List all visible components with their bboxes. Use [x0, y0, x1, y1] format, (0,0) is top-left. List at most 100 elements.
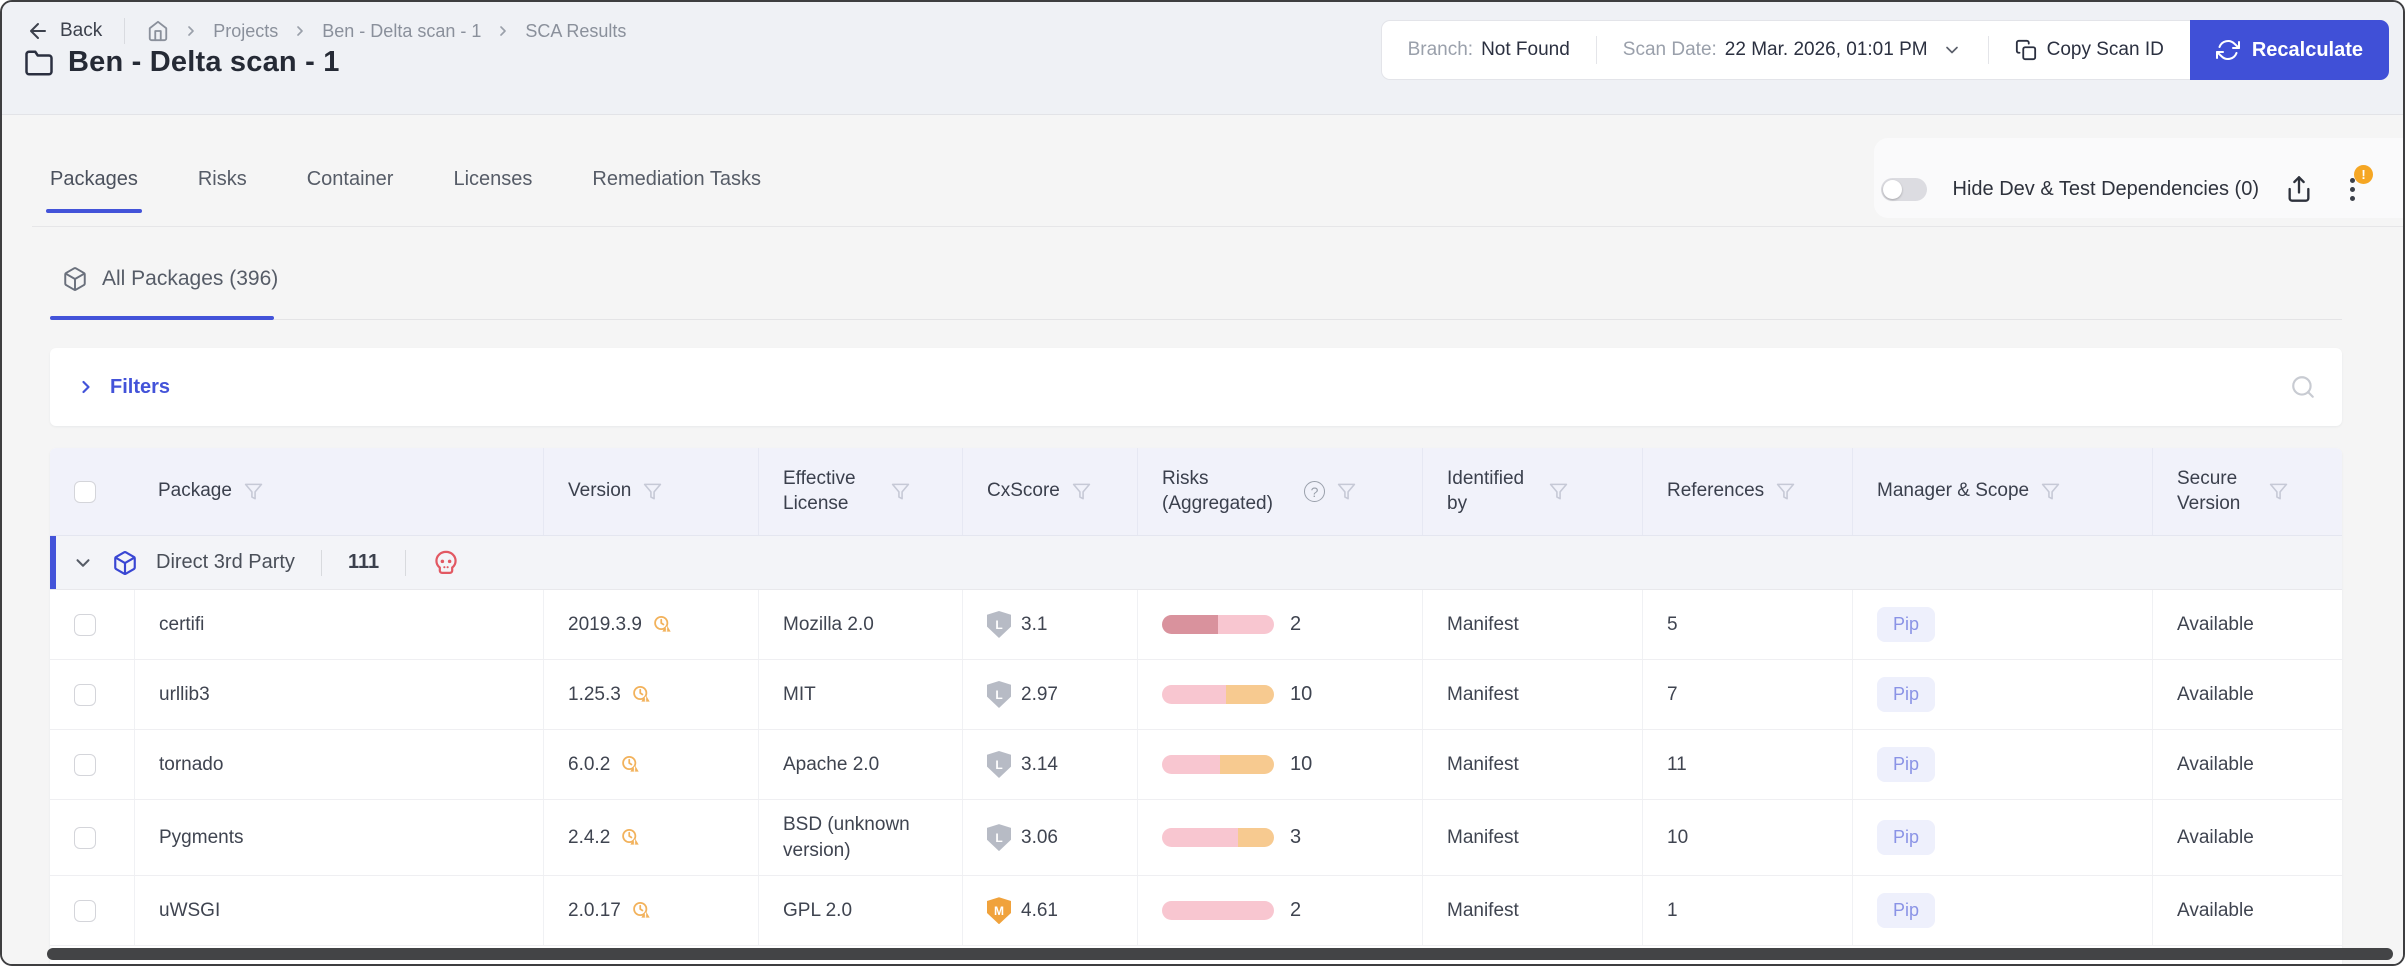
malicious-packages-icon	[435, 550, 457, 574]
alert-badge: !	[2354, 165, 2373, 184]
filter-funnel-icon[interactable]	[2269, 482, 2288, 501]
column-header-cxscore[interactable]: CxScore	[962, 448, 1137, 535]
filter-funnel-icon[interactable]	[2041, 482, 2060, 501]
secure-version-cell: Available	[2152, 660, 2342, 729]
risk-count: 2	[1290, 899, 1302, 922]
table-row[interactable]: urllib3 1.25.3 MIT L 2.97 10 Manifest 7 …	[50, 660, 2342, 730]
tab-risks[interactable]: Risks	[197, 168, 247, 190]
package-name[interactable]: tornado	[159, 753, 224, 775]
filter-funnel-icon[interactable]	[1776, 482, 1795, 501]
manager-chip[interactable]: Pip	[1877, 747, 1936, 782]
breadcrumb-sca-results[interactable]: SCA Results	[525, 20, 627, 41]
recalculate-button[interactable]: Recalculate	[2189, 20, 2389, 80]
breadcrumb-project-name[interactable]: Ben - Delta scan - 1	[322, 20, 482, 41]
column-header-version[interactable]: Version	[543, 448, 758, 535]
risk-bar-segment	[1220, 755, 1274, 774]
filter-funnel-icon[interactable]	[1337, 482, 1356, 501]
package-version: 2019.3.9	[568, 613, 642, 635]
risk-bar[interactable]	[1162, 685, 1274, 704]
export-button[interactable]	[2285, 175, 2313, 203]
tab-licenses[interactable]: Licenses	[453, 168, 533, 190]
cxscore-cell: L 2.97	[962, 660, 1137, 729]
risk-bar[interactable]	[1162, 755, 1274, 774]
column-header-package[interactable]: Package	[134, 448, 543, 535]
identified-by-cell: Manifest	[1422, 660, 1642, 729]
table-row[interactable]: uWSGI 2.0.17 GPL 2.0 M 4.61 2 Manifest 1…	[50, 876, 2342, 947]
filter-funnel-icon[interactable]	[244, 482, 263, 501]
manager-chip[interactable]: Pip	[1877, 820, 1936, 856]
table-row[interactable]: certifi 2019.3.9 Mozilla 2.0 L 3.1 2 Man…	[50, 590, 2342, 660]
back-button[interactable]: Back	[26, 19, 102, 43]
collapse-chevron-icon[interactable]	[72, 552, 94, 574]
row-checkbox[interactable]	[74, 613, 96, 636]
column-header-identified-by[interactable]: Identified by	[1422, 448, 1642, 535]
subtab-all-packages[interactable]: All Packages (396)	[62, 266, 278, 292]
risk-bar[interactable]	[1162, 901, 1274, 921]
filters-expand-button[interactable]: Filters	[76, 376, 170, 399]
column-header-manager-scope[interactable]: Manager & Scope	[1852, 448, 2152, 535]
filter-funnel-icon[interactable]	[1549, 482, 1568, 501]
tab-remediation-tasks[interactable]: Remediation Tasks	[592, 168, 761, 190]
row-select-cell	[50, 590, 134, 659]
scan-date-value: 22 Mar. 2026, 01:01 PM	[1724, 39, 1928, 60]
table-body: certifi 2019.3.9 Mozilla 2.0 L 3.1 2 Man…	[50, 590, 2342, 947]
chevron-right-icon	[292, 23, 308, 39]
tab-packages[interactable]: Packages	[46, 168, 142, 213]
manager-chip[interactable]: Pip	[1877, 893, 1936, 929]
header-select-all	[50, 448, 134, 535]
row-checkbox[interactable]	[74, 753, 96, 776]
risk-bar[interactable]	[1162, 828, 1274, 848]
row-checkbox[interactable]	[74, 826, 96, 849]
breadcrumb-projects[interactable]: Projects	[213, 20, 279, 41]
manager-chip[interactable]: Pip	[1877, 677, 1936, 712]
tab-container[interactable]: Container	[306, 168, 394, 190]
branch-info: Branch: Not Found	[1382, 39, 1596, 61]
table-row[interactable]: Pygments 2.4.2 BSD (unknown version) L 3…	[50, 800, 2342, 877]
copy-scan-id-button[interactable]: Copy Scan ID	[1989, 39, 2190, 61]
page-title: Ben - Delta scan - 1	[68, 46, 340, 78]
home-icon[interactable]	[147, 20, 169, 42]
risks-help-icon[interactable]: ?	[1304, 481, 1325, 502]
package-name[interactable]: uWSGI	[159, 899, 221, 921]
risk-bar-segment	[1218, 615, 1274, 634]
table-header-row: Package Version Effective License CxScor…	[50, 448, 2342, 536]
risk-bar[interactable]	[1162, 615, 1274, 634]
hide-dev-toggle[interactable]	[1880, 177, 1927, 201]
group-row-direct-3rd-party[interactable]: Direct 3rd Party 111	[50, 536, 2342, 590]
row-checkbox[interactable]	[74, 683, 96, 706]
table-row[interactable]: tornado 6.0.2 Apache 2.0 L 3.14 10 Manif…	[50, 730, 2342, 800]
filter-funnel-icon[interactable]	[643, 482, 662, 501]
column-header-effective-license[interactable]: Effective License	[758, 448, 962, 535]
risks-cell: 2	[1137, 876, 1422, 946]
divider	[1595, 36, 1597, 64]
horizontal-scrollbar[interactable]	[47, 948, 2393, 960]
risks-cell: 3	[1137, 800, 1422, 876]
toolbar-strip	[1874, 138, 2403, 218]
outdated-version-icon[interactable]	[652, 614, 674, 636]
manager-chip[interactable]: Pip	[1877, 607, 1936, 642]
outdated-version-icon[interactable]	[631, 684, 653, 706]
package-name[interactable]: Pygments	[159, 826, 244, 848]
more-options-button[interactable]: !	[2339, 165, 2373, 204]
outdated-version-icon[interactable]	[620, 827, 642, 849]
package-name[interactable]: urllib3	[159, 683, 210, 705]
chevron-down-icon	[1945, 46, 1958, 54]
row-select-cell	[50, 800, 134, 875]
outdated-version-icon[interactable]	[631, 900, 653, 922]
scan-date-dropdown[interactable]: Scan Date: 22 Mar. 2026, 01:01 PM	[1597, 39, 1988, 61]
risk-bar-segment	[1162, 828, 1239, 848]
divider	[405, 549, 407, 576]
select-all-checkbox[interactable]	[74, 480, 96, 503]
filter-funnel-icon[interactable]	[1072, 482, 1091, 501]
package-version: 6.0.2	[568, 753, 611, 775]
package-name[interactable]: certifi	[159, 613, 205, 635]
version-cell: 6.0.2	[543, 730, 758, 799]
row-checkbox[interactable]	[74, 899, 96, 922]
search-button[interactable]	[2290, 374, 2316, 400]
column-header-references[interactable]: References	[1642, 448, 1852, 535]
filter-funnel-icon[interactable]	[891, 482, 910, 501]
risk-bar-segment	[1238, 828, 1274, 848]
outdated-version-icon[interactable]	[620, 754, 642, 776]
column-header-risks[interactable]: Risks (Aggregated) ?	[1137, 448, 1422, 535]
column-header-secure-version[interactable]: Secure Version	[2152, 448, 2342, 535]
